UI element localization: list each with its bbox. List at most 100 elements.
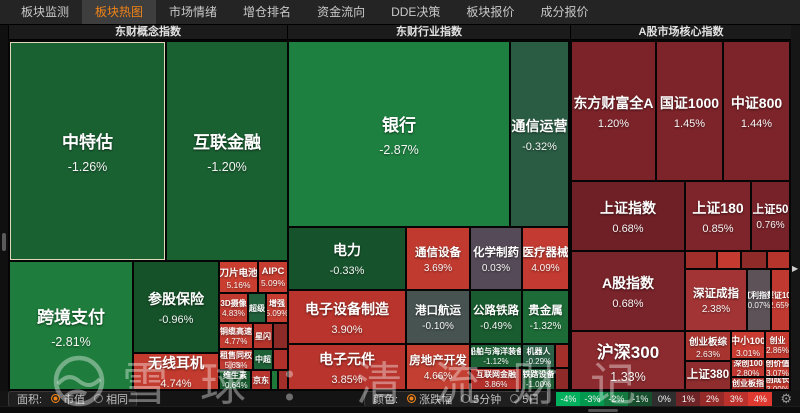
- treemap-tile[interactable]: 创成长 3.00%: [766, 378, 789, 389]
- treemap-tile[interactable]: 参股保险 -0.96%: [134, 262, 218, 352]
- right-scroll-rail[interactable]: ▶: [791, 25, 800, 391]
- treemap-sliver[interactable]: [274, 324, 287, 348]
- tab-8[interactable]: 成分报价: [540, 5, 589, 19]
- treemap-tile[interactable]: 增强 5.09%: [267, 294, 287, 322]
- radio-option-5分钟[interactable]: 5分钟: [461, 391, 501, 407]
- treemap-sliver[interactable]: [556, 369, 568, 389]
- treemap-tile[interactable]: 港口航运 -0.10%: [407, 291, 469, 343]
- treemap-tile[interactable]: 中小100 3.01%: [732, 332, 764, 358]
- treemap-tile[interactable]: 铜缆高速 4.77%: [220, 324, 252, 348]
- treemap-tile[interactable]: 中特估 -1.26%: [10, 42, 165, 260]
- radio-option-5日[interactable]: 5日: [510, 391, 539, 407]
- treemap-tile[interactable]: 中证800 1.44%: [724, 42, 789, 180]
- radio-option-涨跌幅[interactable]: 涨跌幅: [407, 391, 452, 407]
- left-rail-handle-icon[interactable]: [2, 233, 6, 251]
- treemap-tile[interactable]: 京东: [252, 371, 270, 389]
- tile-pct: 5.16%: [226, 279, 251, 290]
- tile-label: 国证1000: [659, 94, 720, 111]
- treemap-tile[interactable]: 通信运营 -0.32%: [511, 42, 568, 226]
- treemap-tile[interactable]: A股指数 0.68%: [572, 252, 684, 330]
- tab-3[interactable]: 市场情绪: [169, 5, 218, 19]
- treemap-sliver[interactable]: [274, 350, 287, 369]
- treemap-tile[interactable]: 机器人 -0.29%: [523, 345, 554, 367]
- treemap-tile[interactable]: 医疗器械 4.09%: [523, 228, 568, 289]
- treemap-tile[interactable]: 刀片电池 5.16%: [220, 262, 257, 292]
- treemap-tile[interactable]: 上证指数 0.68%: [572, 182, 684, 250]
- treemap-content: 东财概念指数 中特估 -1.26% 互联金融 -1.20% 跨境支付 -2.81% 参股保险…: [0, 25, 800, 391]
- radio-label: 相同: [106, 393, 129, 406]
- treemap-tile[interactable]: 中超: [254, 350, 272, 369]
- treemap-tile[interactable]: 深创100 2.80%: [732, 360, 764, 376]
- treemap-sliver[interactable]: [742, 252, 766, 268]
- tile-pct: 4.77%: [224, 337, 248, 346]
- treemap-tile[interactable]: 化学制药 0.03%: [471, 228, 521, 289]
- tab-1[interactable]: 板块监测: [21, 5, 70, 19]
- bottom-control-bar: 面积: 市值 相同 颜色: 涨跌幅 5分钟 5日 -4% -3% -2% -1% 0% 1% 2%…: [0, 390, 800, 407]
- tile-pct: 2.38%: [701, 304, 731, 315]
- tab-4[interactable]: 增仓排名: [243, 5, 292, 19]
- treemap-tile[interactable]: 星闪: [254, 324, 272, 348]
- treemap-tile[interactable]: 深证成指 2.38%: [686, 270, 746, 330]
- radio-label: 市值: [63, 393, 86, 406]
- right-arrow-icon[interactable]: ▶: [792, 264, 799, 273]
- radio-option-相同[interactable]: 相同: [94, 391, 128, 407]
- treemap-sliver[interactable]: [768, 252, 789, 268]
- treemap-tile[interactable]: 银行 -2.87%: [289, 42, 509, 226]
- treemap-tile[interactable]: 通信设备 3.69%: [407, 228, 469, 289]
- treemap-tile[interactable]: 电力 -0.33%: [289, 228, 405, 289]
- treemap-tile[interactable]: 电子设备制造 3.90%: [289, 291, 405, 343]
- treemap-tile[interactable]: 上证380: [686, 362, 730, 389]
- horizontal-scrollbar[interactable]: [0, 406, 800, 413]
- tile-pct: -1.26%: [67, 160, 108, 174]
- treemap-tile[interactable]: 船舶与海洋装备 -1.12%: [471, 345, 521, 367]
- treemap-tile[interactable]: 上证180 0.85%: [686, 182, 750, 250]
- treemap-tile[interactable]: 创价值 3.07%: [766, 360, 789, 376]
- treemap-tile[interactable]: 红利指数0.07%: [748, 270, 770, 330]
- color-label: 颜色:: [373, 393, 399, 406]
- treemap-tile[interactable]: 国证1000 1.45%: [657, 42, 722, 180]
- treemap-tile[interactable]: 3D摄像 4.83%: [220, 294, 247, 322]
- tile-label: 超级: [249, 303, 265, 313]
- treemap-sliver[interactable]: [272, 371, 277, 389]
- tab-5[interactable]: 资金流向: [317, 5, 366, 19]
- tile-label: 上证50: [752, 204, 789, 216]
- treemap-tile[interactable]: 超级: [249, 294, 265, 322]
- treemap-tile[interactable]: 上证50 0.76%: [752, 182, 789, 250]
- treemap-tile[interactable]: 公路铁路 -0.49%: [471, 291, 521, 343]
- treemap-tile[interactable]: 房地产开发 4.66%: [407, 345, 469, 389]
- treemap-tile[interactable]: 铁路设备 -1.00%: [523, 369, 554, 389]
- tab-6[interactable]: DDE决策: [391, 5, 441, 19]
- treemap-tile[interactable]: 互联金融 -1.20%: [167, 42, 287, 260]
- scrollbar-thumb[interactable]: [588, 409, 618, 412]
- tile-label: 电子设备制造: [305, 300, 389, 317]
- treemap-tile[interactable]: 创业板综 2.63%: [686, 332, 730, 360]
- treemap-tile[interactable]: 创业 2.86%: [766, 332, 789, 358]
- treemap-tile[interactable]: 租售同权 5.63%: [220, 350, 252, 369]
- treemap-tile[interactable]: 电子元件 3.85%: [289, 345, 405, 389]
- treemap-tile[interactable]: 东方财富全A 1.20%: [572, 42, 655, 180]
- treemap-tile[interactable]: 深证1002.65%: [772, 270, 789, 330]
- treemap-tile[interactable]: 跨境支付 -2.81%: [10, 262, 132, 389]
- treemap-tile[interactable]: 沪深300 1.33%: [572, 332, 684, 389]
- tile-label: 增强: [269, 299, 285, 308]
- tile-label: 跨境支付: [37, 307, 105, 327]
- tile-label: 星闪: [255, 331, 271, 341]
- treemap-tile[interactable]: 创业板指: [732, 378, 764, 389]
- tile-pct: 0.68%: [612, 297, 644, 310]
- treemap-tile[interactable]: 贵金属 -1.32%: [523, 291, 568, 343]
- tab-7[interactable]: 板块报价: [466, 5, 515, 19]
- treemap-sliver[interactable]: [556, 345, 568, 367]
- radio-option-市值[interactable]: 市值: [51, 391, 85, 407]
- panel-header: 东财行业指数: [287, 25, 570, 40]
- treemap-sliver[interactable]: [686, 252, 716, 268]
- gear-icon[interactable]: ⚙: [780, 391, 792, 406]
- treemap-tile[interactable]: 互联网金融 3.86%: [471, 369, 521, 389]
- treemap-sliver[interactable]: [279, 371, 287, 389]
- treemap-tile[interactable]: 维生素 -0.64%: [220, 371, 250, 389]
- panel-industry-index: 东财行业指数 银行 -2.87% 通信运营 -0.32% 电力 -0.33% 通信设备 3.6…: [287, 25, 570, 391]
- treemap-sliver[interactable]: [718, 252, 740, 268]
- left-scroll-rail[interactable]: [0, 25, 8, 391]
- tab-2[interactable]: 板块热图: [82, 0, 157, 24]
- treemap-tile[interactable]: AIPC 5.09%: [259, 262, 287, 292]
- treemap-tile[interactable]: 无线耳机 4.74%: [134, 354, 218, 389]
